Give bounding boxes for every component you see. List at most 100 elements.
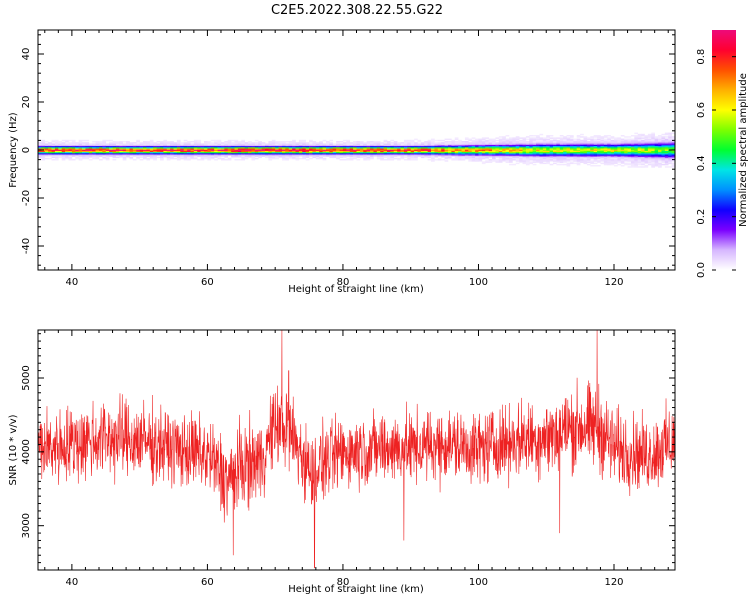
heatmap-cell [346,143,351,145]
heatmap-cell [593,138,598,141]
heatmap-cell [447,141,452,143]
heatmap-cell [566,151,571,154]
heatmap-cell [54,144,59,147]
heatmap-cell [637,153,642,155]
heatmap-cell [634,143,639,145]
heatmap-cell [563,147,567,149]
heatmap-cell [342,143,347,145]
heatmap-cell [143,150,147,153]
heatmap-cell [322,149,327,151]
heatmap-cell [563,141,567,143]
heatmap-cell [281,148,286,150]
heatmap-cell [603,159,608,161]
heatmap-cell [119,150,124,153]
heatmap-cell [41,154,46,156]
heatmap-cell [420,154,425,156]
heatmap-cell [512,137,517,139]
heatmap-cell [424,141,428,143]
heatmap-cell [508,143,513,145]
heatmap-cell [82,145,86,148]
heatmap-cell [654,151,659,154]
heatmap-cell [478,153,483,155]
heatmap-cell [573,160,578,162]
heatmap-cell [281,156,286,159]
heatmap-cell [139,155,144,157]
heatmap-cell [634,156,639,159]
heatmap-cell [190,145,195,148]
heatmap-cell [268,154,273,156]
heatmap-cell [542,141,547,143]
heatmap-cell [278,149,283,151]
heatmap-cell [590,136,594,138]
heatmap-cell [146,144,151,147]
heatmap-cell [498,141,503,143]
heatmap-cell [519,143,523,145]
heatmap-cell [397,148,401,150]
heatmap-cell [407,153,412,155]
heatmap-cell [529,137,533,139]
heatmap-cell [654,153,659,155]
heatmap-cell [71,151,76,154]
heatmap-cell [271,144,276,147]
heatmap-cell [522,138,527,141]
heatmap-cell [349,147,354,149]
heatmap-cell [115,145,120,148]
heatmap-cell [532,145,537,148]
heatmap-cell [658,157,662,160]
heatmap-cell [644,143,649,145]
heatmap-cell [156,149,161,151]
heatmap-cell [498,139,503,142]
heatmap-cell [664,150,669,153]
heatmap-cell [492,155,496,157]
heatmap-cell [288,145,293,148]
heatmap-cell [359,155,364,157]
heatmap-cell [187,141,191,143]
heatmap-cell [312,151,317,154]
heatmap-cell [217,141,222,143]
heatmap-cell [637,150,642,153]
heatmap-cell [593,141,598,143]
heatmap-cell [180,145,184,148]
heatmap-cell [417,144,422,147]
heatmap-cell [143,154,147,156]
heatmap-cell [661,138,666,141]
heatmap-cell [82,148,86,150]
heatmap-cell [563,148,567,150]
heatmap-cell [312,141,317,143]
heatmap-cell [85,139,90,142]
heatmap-cell [132,145,137,148]
heatmap-cell [376,145,381,148]
heatmap-cell [193,154,198,156]
heatmap-cell [292,143,296,145]
heatmap-cell [563,160,567,162]
heatmap-cell [68,155,73,157]
heatmap-cell [624,160,628,162]
heatmap-cell [519,142,523,144]
heatmap-cell [95,153,100,155]
heatmap-cell [281,150,286,153]
heatmap-cell [173,155,178,157]
heatmap-cell [502,151,506,154]
heatmap-cell [312,145,317,148]
heatmap-cell [576,150,581,153]
heatmap-cell [254,147,259,149]
heatmap-cell [590,142,594,144]
heatmap-cell [431,142,435,144]
heatmap-cell [624,138,628,141]
heatmap-cell [478,143,483,145]
heatmap-cell [149,145,154,148]
heatmap-cell [590,151,594,154]
heatmap-cell [353,142,357,144]
heatmap-cell [553,141,557,143]
heatmap-cell [220,145,225,148]
heatmap-cell [505,143,510,145]
heatmap-cell [54,153,59,155]
heatmap-cell [525,155,530,157]
heatmap-cell [68,147,73,149]
heatmap-cell [102,154,107,156]
heatmap-cell [38,142,42,144]
heatmap-cell [664,139,669,142]
heatmap-cell [410,144,415,147]
heatmap-cell [400,147,405,149]
heatmap-cell [156,150,161,153]
